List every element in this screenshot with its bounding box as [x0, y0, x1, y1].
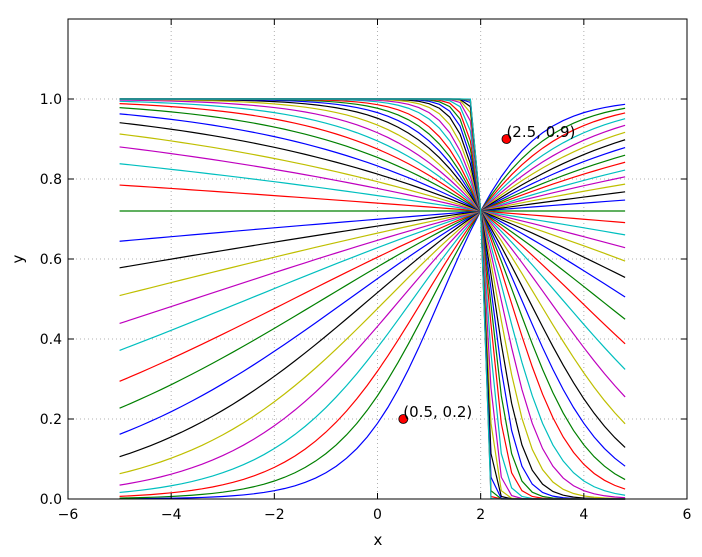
y-tick-label: 0.8 — [40, 172, 62, 188]
series-line — [119, 100, 626, 370]
series-line — [119, 139, 626, 458]
y-tick-label: 0.0 — [40, 492, 62, 508]
series-line — [119, 199, 626, 242]
series-line — [119, 103, 626, 500]
annotation-point — [398, 414, 409, 424]
series-line — [119, 124, 626, 486]
series-line — [119, 98, 626, 425]
x-tick-label: −6 — [58, 507, 79, 523]
series-line — [119, 113, 626, 298]
annotation-points: (2.5, 0.9) (0.5, 0.2) — [398, 123, 575, 424]
x-tick-label: 2 — [476, 507, 485, 523]
series-line — [119, 184, 626, 224]
series-line — [119, 122, 626, 278]
series-line — [119, 107, 626, 320]
series-line — [119, 169, 626, 351]
series-line — [119, 146, 626, 249]
x-tick-label: −2 — [264, 507, 285, 523]
series-line — [119, 99, 626, 398]
series-line — [119, 161, 626, 382]
series-line — [119, 107, 626, 499]
y-ticks: 0.0 0.2 0.4 0.6 0.8 1.0 — [40, 92, 687, 508]
series-line — [119, 103, 626, 345]
annotation-label: (0.5, 0.2) — [403, 403, 472, 421]
x-tick-label: −4 — [161, 507, 182, 523]
x-tick-label: 4 — [579, 507, 588, 523]
x-tick-label: 0 — [373, 507, 382, 523]
y-tick-label: 1.0 — [40, 92, 62, 108]
y-tick-label: 0.6 — [40, 252, 62, 268]
x-ticks: −6 −4 −2 0 2 4 6 — [58, 19, 692, 523]
series-line — [119, 133, 626, 262]
x-tick-label: 6 — [683, 507, 692, 523]
y-tick-label: 0.4 — [40, 332, 62, 348]
series-line — [119, 118, 626, 494]
series-line — [119, 154, 626, 409]
series-line — [119, 163, 626, 236]
series-line — [119, 112, 626, 497]
x-axis-label: x — [374, 531, 383, 549]
series-line — [119, 176, 626, 325]
annotation-label: (2.5, 0.9) — [506, 123, 575, 141]
series-line — [119, 191, 626, 269]
y-tick-label: 0.2 — [40, 412, 62, 428]
y-axis-label: y — [9, 254, 27, 263]
annotation-point — [501, 134, 512, 144]
series-line — [119, 146, 626, 435]
series-line — [119, 183, 626, 297]
series-line — [119, 131, 626, 475]
